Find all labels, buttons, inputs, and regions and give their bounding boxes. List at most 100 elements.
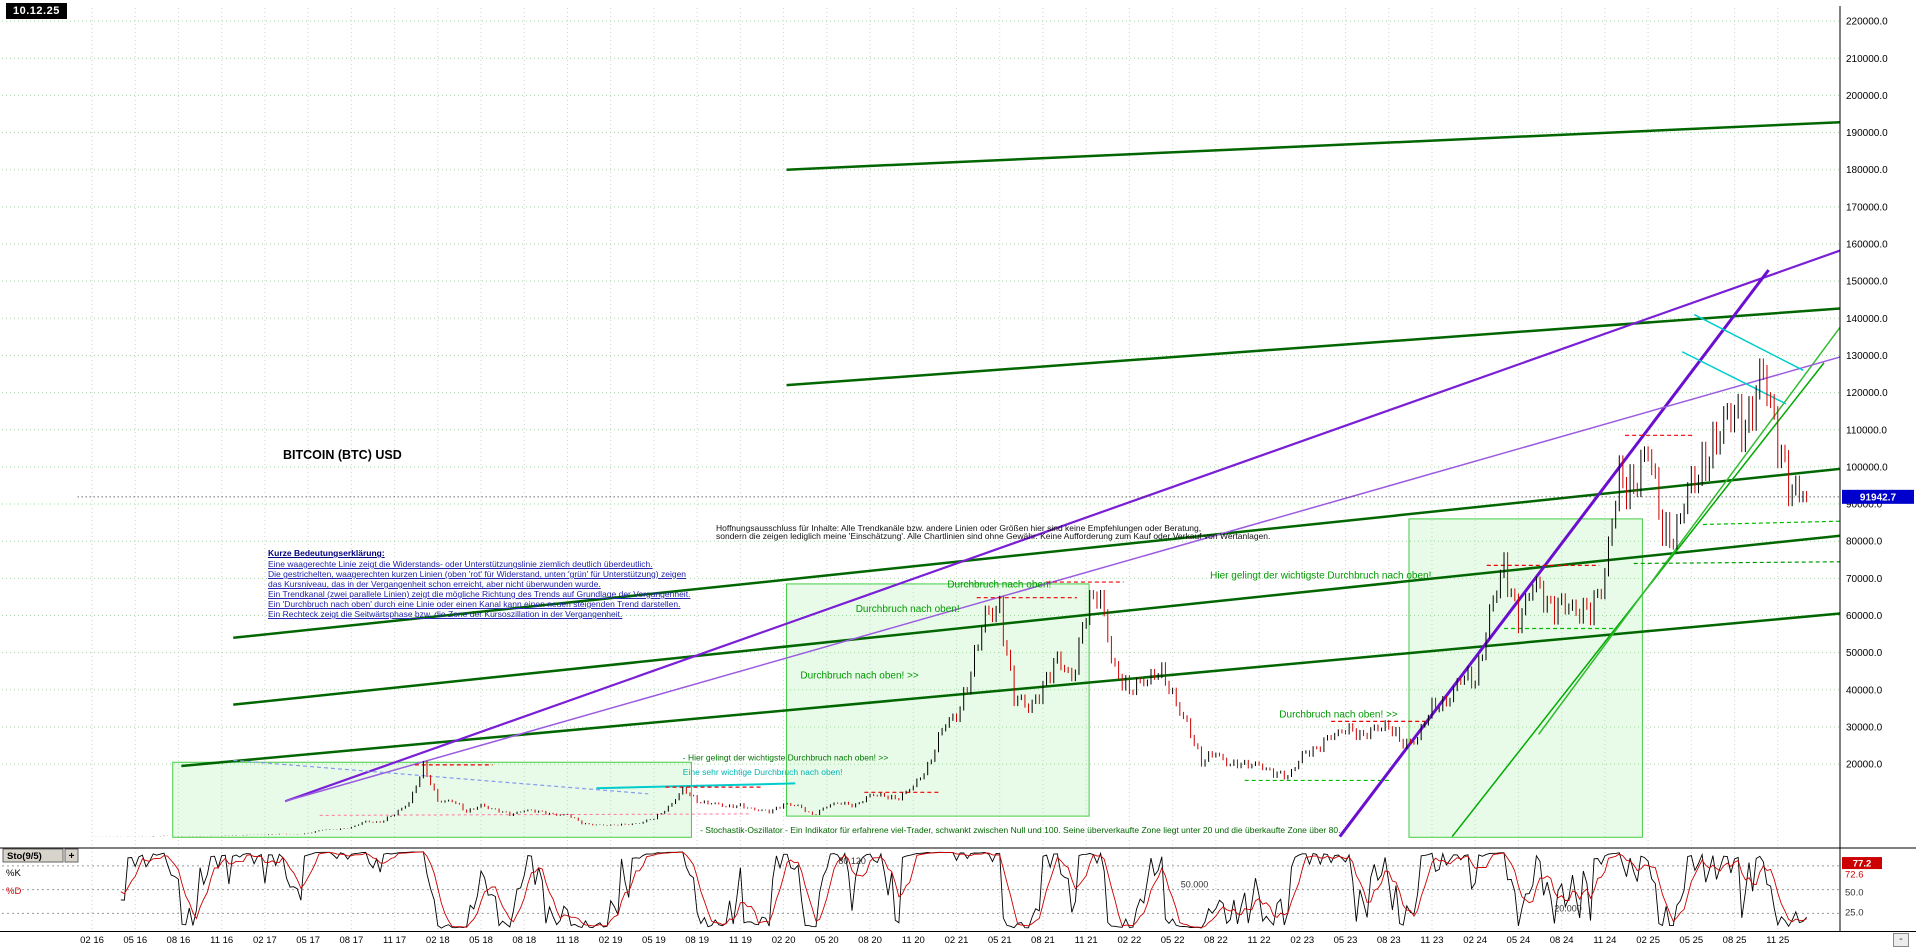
k-line-legend: %K <box>6 868 21 879</box>
y-axis-tick: 220000.0 <box>1846 17 1888 28</box>
trend-line <box>1538 326 1840 735</box>
x-axis-tick: 02 19 <box>599 935 623 946</box>
x-axis-tick: 05 20 <box>815 935 839 946</box>
breakout-annotation: Durchbruch nach oben! <box>947 580 1051 591</box>
y-axis-tick: 90000.0 <box>1846 500 1883 511</box>
breakout-annotation: Hier gelingt der wichtigste Durchbruch n… <box>1210 570 1431 581</box>
trend-line <box>284 249 1840 803</box>
trend-line <box>1693 313 1804 371</box>
oscillator-panel: 80.120 50.000 20.000 <box>2 851 1840 929</box>
x-axis-tick: 11 25 <box>1766 935 1789 946</box>
indicator-name-box[interactable] <box>2 848 64 863</box>
x-axis-tick: 11 24 <box>1593 935 1616 946</box>
x-axis-tick: 08 20 <box>858 935 882 946</box>
current-price-label: 91942.7 <box>1860 492 1897 503</box>
y-axis-tick: 100000.0 <box>1846 462 1888 473</box>
x-axis-tick: 08 16 <box>167 935 191 946</box>
x-axis-tick: 11 22 <box>1248 935 1271 946</box>
trend-line <box>1702 520 1840 526</box>
y-axis-tick: 30000.0 <box>1846 722 1883 733</box>
x-axis-tick: 08 21 <box>1031 935 1055 946</box>
trend-line <box>233 759 649 795</box>
x-axis-tick: 11 16 <box>210 935 233 946</box>
candles <box>95 358 1808 837</box>
x-axis-tick: 02 18 <box>426 935 450 946</box>
y-axis-tick: 190000.0 <box>1846 128 1888 139</box>
x-axis-tick: 11 23 <box>1420 935 1443 946</box>
x-axis-tick: 05 23 <box>1334 935 1358 946</box>
x-axis-tick: 05 16 <box>123 935 147 946</box>
chart-annotations: Durchbruch nach oben! Durchbruch nach obe… <box>683 570 1432 834</box>
trend-line <box>233 534 1840 706</box>
trend-line <box>284 356 1840 802</box>
trend-line <box>786 307 1840 387</box>
y-axis-tick: 110000.0 <box>1846 425 1887 436</box>
breakout-annotation: - Hier gelingt der wichtigste Durchbruch… <box>683 752 889 762</box>
y-axis-tick: 50000.0 <box>1846 648 1883 659</box>
breakout-annotation: - Stochastik-Oszillator - Ein Indikator … <box>700 825 1340 835</box>
x-axis-tick: 11 20 <box>902 935 925 946</box>
consolidation-box <box>1408 518 1643 838</box>
y-axis-tick: 120000.0 <box>1846 388 1888 399</box>
trend-line <box>1681 351 1787 405</box>
trend-line <box>786 120 1840 171</box>
indicator-name: Sto(9/5) <box>7 851 42 862</box>
oscillator-level-label: 20.000 <box>1554 903 1582 913</box>
oscillator-axis-tick: 25.0 <box>1845 907 1864 918</box>
y-axis-tick: 130000.0 <box>1846 351 1888 362</box>
breakout-annotation: Durchbruch nach oben! <box>856 604 960 615</box>
x-axis-tick: 08 24 <box>1550 935 1574 946</box>
y-axis-tick: 70000.0 <box>1846 574 1883 585</box>
x-axis-tick: 08 18 <box>512 935 536 946</box>
current-price-badge <box>1842 489 1914 504</box>
add-indicator-icon: + <box>69 851 75 862</box>
x-axis-tick: 02 17 <box>253 935 277 946</box>
y-axis-tick: 60000.0 <box>1846 611 1883 622</box>
oscillator-level-label: 50.000 <box>1181 880 1209 890</box>
consolidation-box <box>786 583 1090 817</box>
y-axis-tick: 140000.0 <box>1846 314 1888 325</box>
trend-line <box>1633 561 1840 565</box>
x-axis-tick: 11 18 <box>556 935 579 946</box>
x-axis-tick: 08 19 <box>685 935 709 946</box>
x-axis-tick: 05 25 <box>1679 935 1703 946</box>
stochastic-d-line <box>120 851 1807 928</box>
x-axis-tick: 05 19 <box>642 935 666 946</box>
x-axis-tick: 08 25 <box>1723 935 1747 946</box>
y-axis-tick: 180000.0 <box>1846 165 1888 176</box>
y-axis-tick: 40000.0 <box>1846 685 1883 696</box>
breakout-annotation: Durchbruch nach oben! >> <box>1279 710 1398 721</box>
annotation-boxes <box>172 518 1643 838</box>
trend-line <box>181 612 1840 768</box>
oscillator-level-label: 80.120 <box>838 856 866 866</box>
x-axis-tick: 05 21 <box>988 935 1012 946</box>
trend-line <box>1338 269 1770 838</box>
consolidation-box <box>172 761 692 838</box>
x-axis-tick: 05 18 <box>469 935 493 946</box>
x-axis-tick: 05 17 <box>296 935 320 946</box>
y-axis-tick: 20000.0 <box>1846 760 1883 771</box>
y-axis-tick: 150000.0 <box>1846 277 1888 288</box>
x-axis-tick: 02 21 <box>945 935 969 946</box>
x-axis-tick: 02 23 <box>1290 935 1314 946</box>
oscillator-axis-tick: 72.6 <box>1845 870 1864 881</box>
x-axis-tick: 05 24 <box>1507 935 1531 946</box>
trend-line <box>319 813 752 816</box>
add-indicator-button[interactable] <box>64 848 79 863</box>
oscillator-axis-tick: 50.0 <box>1845 888 1864 899</box>
trend-line <box>233 467 1840 640</box>
breakout-annotation: Durchbruch nach oben! >> <box>800 671 919 682</box>
plot-area[interactable] <box>2 6 1840 848</box>
y-axis-tick: 80000.0 <box>1846 537 1883 548</box>
oscillator-value-label: 77.2 <box>1853 859 1872 870</box>
y-axis-tick: 170000.0 <box>1846 202 1888 213</box>
x-axis-tick: 11 17 <box>383 935 406 946</box>
zoom-out-button[interactable]: - <box>1893 933 1909 947</box>
x-axis-tick: 08 23 <box>1377 935 1401 946</box>
x-axis-tick: 05 22 <box>1161 935 1185 946</box>
x-axis-tick: 02 20 <box>772 935 796 946</box>
oscillator-value-badge <box>1842 857 1882 870</box>
y-axis-tick: 210000.0 <box>1846 54 1888 65</box>
